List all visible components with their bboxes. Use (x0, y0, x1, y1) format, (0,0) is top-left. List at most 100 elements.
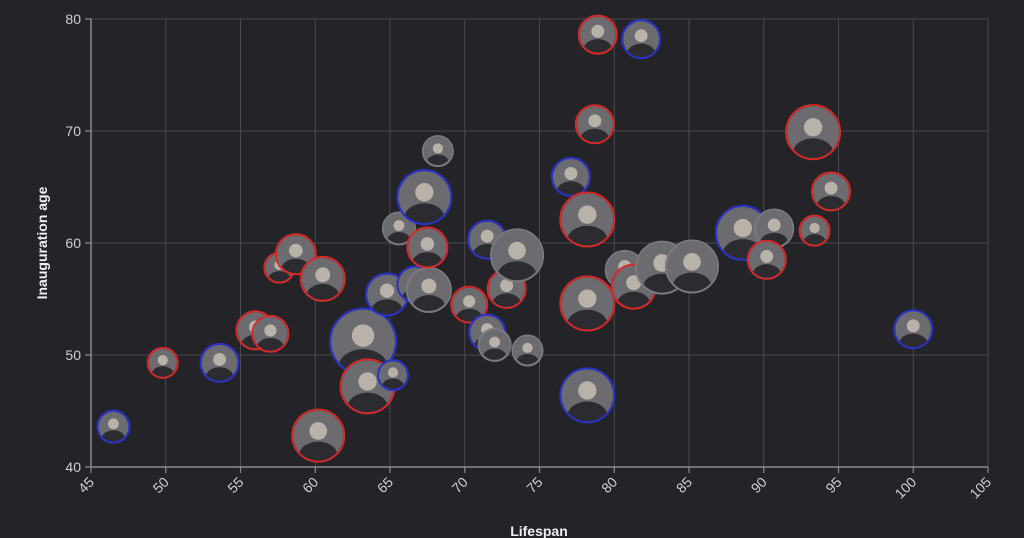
y-tick-label: 70 (65, 123, 81, 139)
data-point-portrait[interactable] (477, 327, 512, 366)
portrait-placeholder-icon (293, 410, 344, 461)
data-point-portrait[interactable] (199, 342, 240, 388)
party-border-republican (274, 233, 317, 276)
portrait-placeholder-icon (552, 158, 589, 195)
party-border-democratic (199, 342, 240, 383)
portrait-placeholder-icon (398, 171, 451, 224)
party-border-other (490, 228, 545, 283)
party-border-republican (299, 255, 346, 302)
party-border-democratic (396, 169, 453, 226)
party-border-republican (798, 214, 831, 247)
x-tick-label: 85 (673, 474, 695, 496)
party-border-other (511, 334, 544, 367)
data-point-portrait[interactable] (421, 135, 454, 171)
x-tick-label: 55 (224, 474, 246, 496)
portrait-placeholder-icon (407, 269, 450, 312)
y-tick-label: 40 (65, 459, 81, 475)
party-border-democratic (550, 156, 591, 197)
portrait-placeholder-icon (813, 173, 850, 210)
y-axis-title: Inauguration age (34, 186, 50, 299)
x-tick-label: 45 (75, 474, 97, 496)
party-border-republican (146, 346, 179, 379)
x-tick-label: 65 (374, 474, 396, 496)
portrait-placeholder-icon (513, 336, 542, 365)
portrait-placeholder-icon (423, 137, 452, 166)
portrait-placeholder-icon (408, 228, 447, 267)
party-border-other (477, 327, 512, 362)
data-point-portrait[interactable] (664, 239, 719, 302)
portrait-placeholder-icon (561, 369, 614, 422)
data-points (96, 14, 934, 471)
portrait-placeholder-icon (561, 193, 614, 246)
data-point-portrait[interactable] (559, 367, 616, 431)
portrait-placeholder-icon (253, 316, 288, 351)
party-border-democratic (376, 359, 409, 392)
data-point-portrait[interactable] (746, 239, 787, 285)
data-point-portrait[interactable] (798, 214, 831, 251)
data-point-portrait[interactable] (490, 228, 545, 290)
data-point-portrait[interactable] (811, 171, 852, 216)
party-border-democratic (559, 367, 616, 424)
y-tick-label: 50 (65, 347, 81, 363)
x-tick-label: 75 (523, 474, 545, 496)
data-point-portrait[interactable] (574, 104, 615, 149)
party-border-republican (574, 104, 615, 145)
party-border-republican (559, 191, 616, 248)
y-tick-label: 60 (65, 235, 81, 251)
data-point-portrait[interactable] (511, 334, 544, 371)
data-point-portrait[interactable] (406, 226, 449, 274)
data-point-portrait[interactable] (621, 19, 662, 64)
data-point-portrait[interactable] (559, 191, 616, 255)
portrait-placeholder-icon (895, 311, 932, 348)
x-tick-label: 95 (822, 474, 844, 496)
party-border-republican (746, 239, 787, 280)
portrait-placeholder-icon (748, 241, 785, 278)
data-point-portrait[interactable] (550, 156, 591, 202)
party-border-democratic (621, 19, 662, 60)
portrait-placeholder-icon (301, 257, 344, 300)
data-point-portrait[interactable] (376, 359, 409, 395)
portrait-placeholder-icon (800, 216, 829, 245)
party-border-republican (291, 408, 346, 463)
portrait-placeholder-icon (623, 21, 660, 58)
x-tick-label: 70 (449, 474, 471, 496)
portrait-placeholder-icon (561, 277, 614, 330)
data-point-portrait[interactable] (785, 104, 842, 168)
portrait-placeholder-icon (787, 106, 840, 159)
portrait-placeholder-icon (579, 16, 616, 53)
portrait-placeholder-icon (492, 230, 543, 281)
data-point-portrait[interactable] (365, 272, 410, 323)
data-point-portrait[interactable] (893, 309, 934, 354)
party-border-other (421, 135, 454, 168)
data-point-portrait[interactable] (146, 346, 179, 383)
portrait-placeholder-icon (98, 411, 129, 442)
data-point-portrait[interactable] (251, 314, 290, 358)
x-tick-label: 50 (150, 474, 172, 496)
party-border-republican (811, 171, 852, 212)
party-border-other (664, 239, 719, 294)
party-border-republican (251, 314, 290, 353)
party-border-democratic (96, 409, 131, 444)
portrait-placeholder-icon (148, 348, 177, 377)
data-point-portrait[interactable] (559, 275, 616, 339)
party-border-democratic (893, 309, 934, 350)
data-point-portrait[interactable] (299, 255, 346, 308)
data-point-portrait[interactable] (396, 169, 453, 233)
x-tick-label: 90 (748, 474, 770, 496)
party-border-republican (577, 14, 618, 55)
portrait-placeholder-icon (576, 106, 613, 143)
portrait-placeholder-icon (479, 329, 510, 360)
data-point-portrait[interactable] (577, 14, 618, 60)
data-point-portrait[interactable] (291, 408, 346, 471)
x-tick-label: 60 (299, 474, 321, 496)
data-point-portrait[interactable] (405, 267, 452, 319)
y-tick-label: 80 (65, 11, 81, 27)
party-border-republican (450, 285, 489, 324)
x-axis-title: Lifespan (510, 523, 568, 538)
party-border-republican (559, 275, 616, 332)
data-point-portrait[interactable] (96, 409, 131, 448)
portrait-placeholder-icon (378, 361, 407, 390)
data-point-portrait[interactable] (486, 268, 527, 314)
party-border-republican (406, 226, 449, 269)
